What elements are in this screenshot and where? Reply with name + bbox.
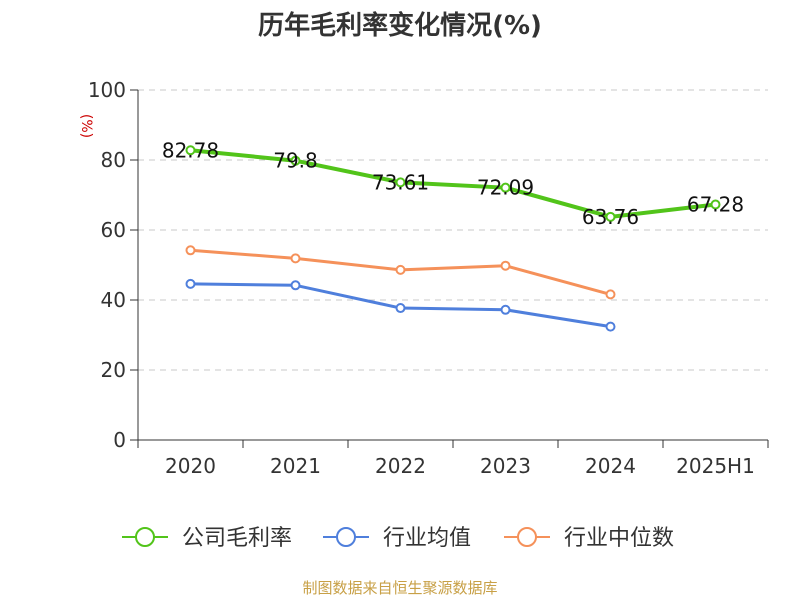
y-tick-label: 100 <box>88 78 126 102</box>
data-point <box>605 321 616 332</box>
y-tick-label: 60 <box>101 218 126 242</box>
data-point <box>605 211 616 222</box>
data-point <box>395 303 406 314</box>
gridlines <box>138 89 768 371</box>
series-0: 82.78 79.8 73.61 72.09 63.76 67.28 <box>162 138 744 229</box>
data-label: 82.78 <box>162 138 219 162</box>
x-tick-label: 2021 <box>270 454 321 478</box>
data-point <box>500 304 511 315</box>
y-tick-label: 20 <box>101 358 126 382</box>
y-tick-label: 80 <box>101 148 126 172</box>
data-label: 63.76 <box>582 205 639 229</box>
data-point <box>185 278 196 289</box>
legend-item-1: 行业均值 <box>323 526 471 551</box>
x-tick-label: 2023 <box>480 454 531 478</box>
y-tick-label: 40 <box>101 288 126 312</box>
x-tick-label: 2025H1 <box>676 454 755 478</box>
y-tick-label: 0 <box>113 428 126 452</box>
series-2 <box>185 245 616 300</box>
data-point <box>185 245 196 256</box>
x-tick-label: 2024 <box>585 454 636 478</box>
data-label: 67.28 <box>687 193 744 217</box>
x-tick-label: 2020 <box>165 454 216 478</box>
x-tick-label: 2022 <box>375 454 426 478</box>
y-axis-unit-label: (%) <box>78 114 94 138</box>
legend-label: 公司毛利率 <box>182 526 292 551</box>
legend: 公司毛利率 行业均值 行业中位数 <box>122 526 674 551</box>
data-point <box>605 289 616 300</box>
data-point <box>395 177 406 188</box>
series-line-0 <box>188 148 718 219</box>
legend-item-2: 行业中位数 <box>504 526 674 551</box>
legend-marker <box>336 527 356 547</box>
data-label: 79.8 <box>273 149 318 173</box>
data-point <box>185 145 196 156</box>
data-point <box>290 155 301 166</box>
data-label: 72.09 <box>477 176 534 200</box>
data-point <box>290 280 301 291</box>
legend-label: 行业中位数 <box>564 526 674 551</box>
legend-item-0: 公司毛利率 <box>122 526 292 551</box>
data-point <box>710 199 721 210</box>
axes: 0 20 40 60 80 100 2020 2021 2022 2023 2024 2025H1 <box>88 78 769 478</box>
data-point <box>500 182 511 193</box>
legend-marker <box>135 527 155 547</box>
data-point <box>290 253 301 264</box>
data-point <box>395 264 406 275</box>
data-label: 73.61 <box>372 170 429 194</box>
series-1 <box>185 278 616 332</box>
legend-label: 行业均值 <box>383 526 471 551</box>
chart-title: 历年毛利率变化情况(%) <box>258 10 542 41</box>
source-note: 制图数据来自恒生聚源数据库 <box>302 579 497 597</box>
legend-marker <box>517 527 537 547</box>
series-layer: 82.78 79.8 73.61 72.09 63.76 67.28 <box>162 138 744 332</box>
data-point <box>500 260 511 271</box>
